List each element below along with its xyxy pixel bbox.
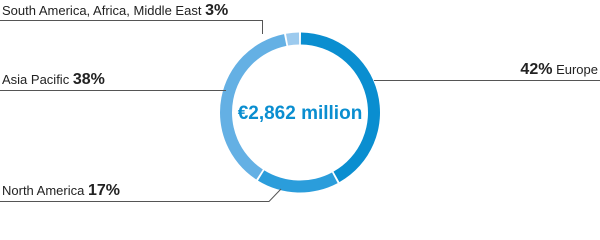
category-label: Europe <box>556 62 598 77</box>
category-label: North America <box>2 183 85 198</box>
donut-segment <box>300 32 380 183</box>
category-label: Asia Pacific <box>2 72 70 87</box>
chart: €2,862 million 42% Europe North America … <box>0 2 600 202</box>
value-label: 17% <box>88 182 120 199</box>
center-label: €2,862 million <box>238 103 363 124</box>
value-label: 42% <box>520 61 552 78</box>
value-label: 38% <box>73 71 105 88</box>
leader-line <box>0 20 263 34</box>
label: South America, Africa, Middle East 3% <box>2 2 228 19</box>
label: North America 17% <box>2 182 120 199</box>
donut-segment <box>285 32 300 46</box>
donut-segment <box>220 34 287 180</box>
label: Asia Pacific 38% <box>2 71 105 88</box>
donut-segment <box>257 170 338 193</box>
value-label: 3% <box>205 2 228 19</box>
leader-line <box>0 188 282 202</box>
category-label: South America, Africa, Middle East <box>2 3 202 18</box>
label: 42% Europe <box>520 61 598 78</box>
